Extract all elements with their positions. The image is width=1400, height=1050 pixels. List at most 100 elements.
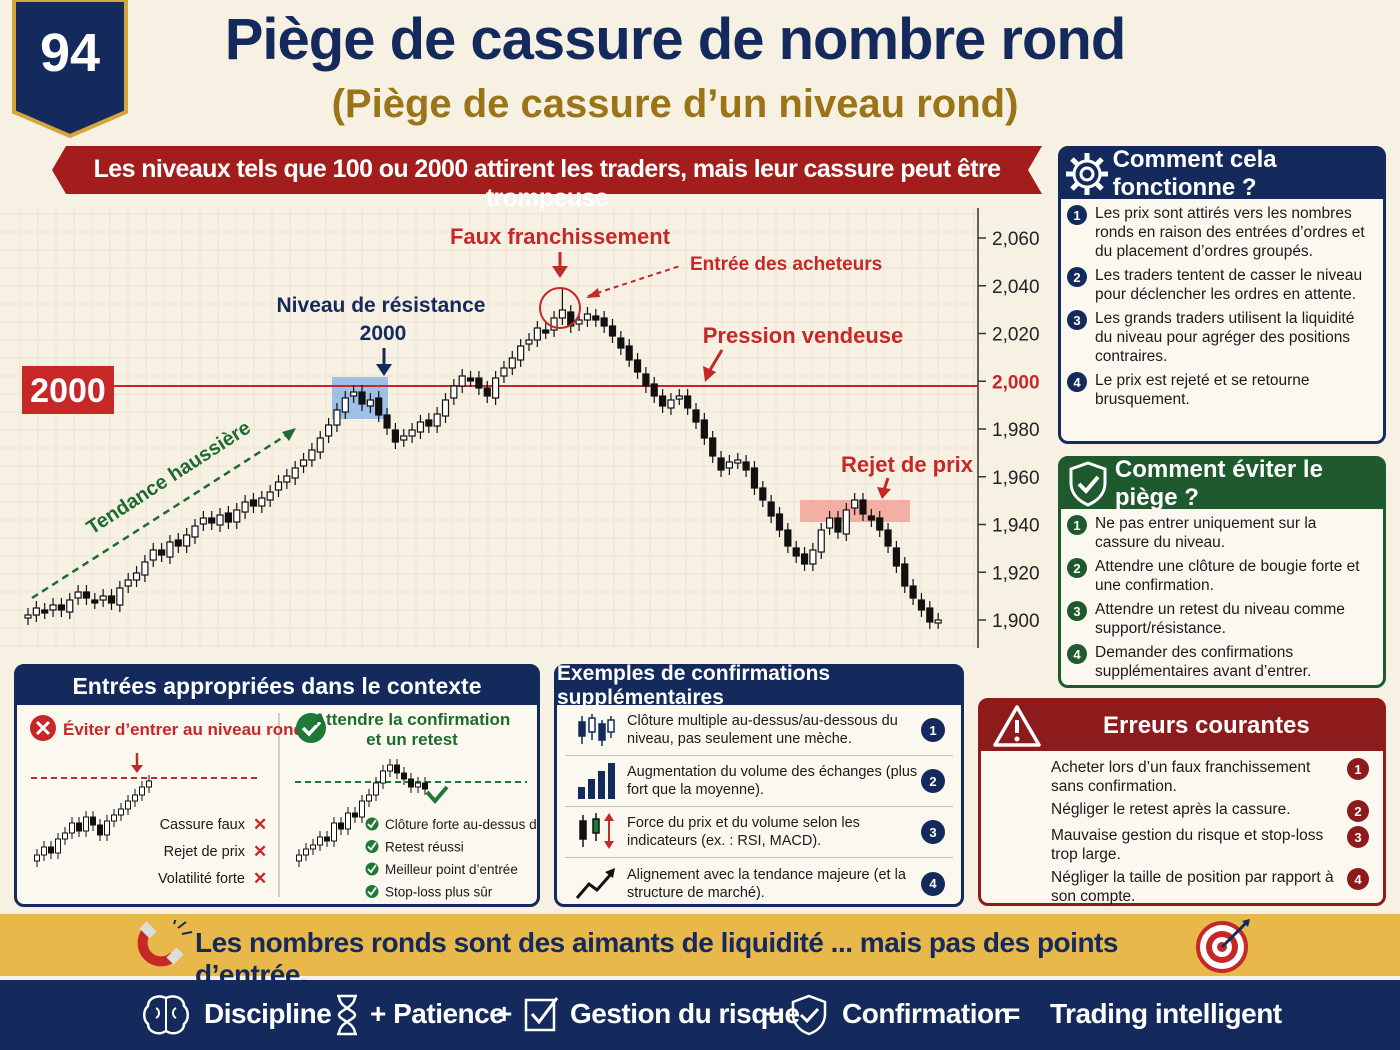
common-errors-panel: Erreurs courantes Acheter lors d’un faux…	[978, 698, 1386, 906]
green-check-icon	[365, 862, 379, 876]
list-item-text: Mauvaise gestion du risque et stop-loss …	[1051, 827, 1324, 863]
candle-body	[283, 475, 291, 483]
candle-body	[391, 429, 399, 443]
candle-body	[508, 357, 516, 369]
list-item: 3 Les grands traders utilisent la liquidi…	[1067, 309, 1373, 366]
list-item-text: Attendre une clôture de bougie forte et …	[1095, 558, 1360, 594]
green-check-icon	[365, 885, 379, 898]
candle-body	[299, 459, 308, 467]
context-entries-panel: Entrées appropriées dans le contexte Évi…	[14, 664, 540, 907]
mini-candle	[415, 782, 421, 788]
candle-body	[684, 395, 692, 409]
footer-bar	[0, 980, 1400, 1050]
mini-candle	[69, 822, 75, 834]
mini-candle	[118, 808, 124, 816]
candle-body	[24, 614, 32, 619]
candle-body	[475, 377, 483, 389]
candle-body	[667, 399, 675, 409]
mini-candle	[146, 780, 152, 788]
price-tick-label: 2,040	[992, 277, 1040, 298]
mini-candle	[97, 824, 103, 836]
footer-plus-2: +	[764, 998, 780, 1029]
candle-body	[57, 604, 66, 611]
mini-candle	[41, 846, 47, 856]
hourglass-icon	[337, 994, 357, 1036]
candle-body	[308, 449, 316, 461]
footer-equals: =	[1004, 998, 1020, 1029]
list-item: Acheter lors d’un faux franchissement sa…	[1051, 758, 1369, 796]
shield-check-icon	[1061, 461, 1115, 507]
page-subtitle: (Piège de cassure d’un niveau rond)	[331, 82, 1019, 126]
candle-body	[617, 337, 625, 349]
candle-body	[792, 547, 800, 557]
number-bullet: 4	[1347, 868, 1369, 890]
brain-icon	[143, 995, 189, 1035]
list-item: 2 Attendre une clôture de bougie forte et…	[1067, 557, 1373, 595]
candle-body	[750, 467, 759, 489]
candle-body	[700, 419, 708, 439]
candle-body	[917, 599, 926, 611]
mini-candle	[310, 844, 316, 850]
list-item: 4 Le prix est rejeté et se retourne brusq…	[1067, 371, 1373, 409]
number-bullet: 2	[1347, 800, 1369, 822]
candle-body	[809, 549, 817, 565]
candle-body	[692, 409, 700, 423]
candle-body	[400, 435, 408, 441]
candle-body	[934, 619, 942, 624]
candle-body	[66, 599, 74, 613]
mini-candle	[373, 782, 379, 796]
good-check-mark	[425, 785, 449, 805]
buyers-arrow	[587, 265, 681, 297]
mini-candle	[408, 778, 414, 788]
gear-icon	[1061, 150, 1113, 198]
candle-body	[575, 319, 583, 325]
candle-body	[625, 345, 633, 361]
mini-candle	[296, 854, 302, 862]
list-item: 1 Les prix sont attirés vers les nombres …	[1067, 204, 1373, 261]
candle-body	[658, 395, 667, 407]
candle-body	[116, 587, 124, 606]
candle-body	[859, 499, 867, 515]
mini-candle	[34, 854, 40, 862]
candle-body	[500, 367, 508, 377]
candle-body	[775, 513, 784, 531]
candle-body	[633, 359, 642, 373]
candle-body	[642, 373, 650, 387]
candlestick-chart: 2,060 2,040 2,020 2,000 1,980 1,960 1,940 1,920…	[0, 208, 1040, 648]
mini-candle	[139, 786, 145, 796]
candle-body	[241, 501, 249, 513]
candles	[24, 288, 942, 629]
mini-candle	[104, 820, 110, 836]
tagline-bar	[0, 914, 1400, 976]
candle-body	[199, 517, 207, 525]
list-item: 2 Les traders tentent de casser le niveau…	[1067, 266, 1373, 304]
number-bullet: 1	[1347, 758, 1369, 780]
candle-body	[592, 315, 600, 321]
list-item-text: Demander des confirmations supplémentair…	[1095, 644, 1312, 680]
candle-body	[600, 317, 608, 327]
candle-body	[82, 591, 91, 599]
confirmations-header: Exemples de confirmations supplémentaire…	[557, 662, 961, 709]
number-bullet: 3	[1067, 310, 1087, 330]
candle-body	[383, 414, 391, 429]
context-entries-title: Entrées appropriées dans le contexte	[72, 672, 482, 699]
good-item-label: Meilleur point d’entrée	[385, 862, 518, 877]
bad-entry-title: Éviter d’entrer au niveau rond	[63, 720, 304, 739]
candle-body	[492, 377, 500, 399]
candle-body	[174, 539, 182, 547]
red-x-icon: ✕	[253, 869, 267, 888]
number-bullet: 4	[921, 871, 945, 896]
mini-candle	[324, 836, 330, 842]
badge-number: 94	[39, 23, 101, 83]
price-tick-label: 1,980	[992, 420, 1040, 441]
good-item-label: Stop-loss plus sûr	[385, 885, 493, 900]
candle-body	[742, 461, 750, 471]
footer-confirmation: Confirmation	[842, 998, 1011, 1029]
mini-candle	[317, 836, 323, 846]
candle-body	[149, 549, 157, 561]
number-bullet: 1	[1067, 205, 1087, 225]
candle-body	[99, 595, 107, 601]
candle-body	[842, 509, 850, 535]
candle-body	[759, 487, 767, 501]
bad-arrow	[131, 765, 143, 773]
